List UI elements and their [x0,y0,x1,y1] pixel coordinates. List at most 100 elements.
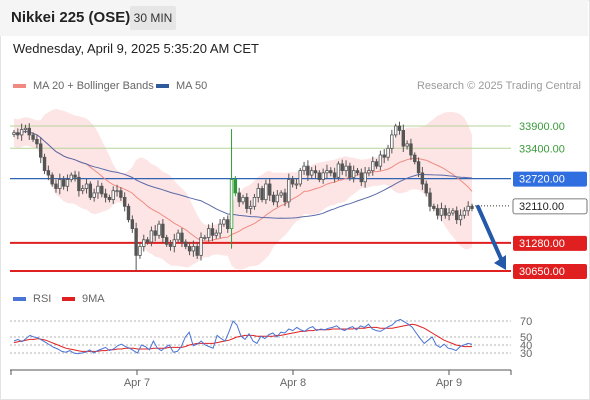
candle-75 [298,167,302,187]
candle-body-46 [187,246,192,252]
candle-45 [184,239,188,250]
chart-datetime: Wednesday, April 9, 2025 5:35:20 AM CET [13,41,259,56]
candle-body-17 [77,176,81,192]
candle-body-113 [443,208,447,216]
candle-body-114 [447,212,451,216]
candle-body-87 [344,165,348,172]
timeframe-button[interactable]: 30 MIN [130,6,176,30]
candle-body-80 [317,172,322,180]
candle-body-100 [393,125,398,136]
candle-99 [390,129,394,154]
moving-averages-layer [13,130,473,242]
rsi-legend-label: RSI [33,293,52,305]
candle-body-24 [103,193,108,198]
candle-body-38 [157,223,161,236]
candle-body-23 [100,185,104,195]
candle-49 [199,232,203,261]
candle-23 [100,182,104,198]
candle-27 [115,184,119,197]
candle-body-22 [96,185,100,194]
candle-body-51 [206,228,211,238]
candle-body-117 [458,214,463,221]
ma50-legend-label: MA 50 [176,80,208,92]
candle-body-67 [268,183,272,196]
candle-body-4 [27,127,31,136]
candle-body-71 [283,192,287,203]
candle-98 [386,144,390,161]
candle-body-19 [84,183,89,189]
candle-body-56 [226,219,230,230]
candle-body-73 [290,179,295,185]
candle-body-90 [355,170,360,174]
candle-33 [138,242,142,259]
candle-104 [409,138,413,161]
candle-28 [119,187,123,201]
candle-16 [73,170,77,182]
ma9-swatch [62,297,75,301]
candle-29 [122,192,127,212]
candle-body-83 [329,170,333,174]
candle-20 [88,181,93,201]
candle-84 [332,167,337,183]
candle-body-64 [256,188,260,198]
candle-1 [16,128,20,140]
candle-body-10 [50,174,54,185]
candle-body-96 [378,154,383,167]
candle-body-55 [222,219,226,225]
candle-97 [382,149,386,164]
candle-5 [31,132,35,143]
level-label-bg-support-1 [513,235,587,251]
candle-46 [187,242,192,256]
candle-body-54 [218,223,222,234]
level-label-support-1: 31280.00 [513,235,587,251]
candle-body-49 [199,237,203,256]
candle-51 [206,224,211,242]
candle-body-33 [138,246,142,256]
candle-95 [374,159,379,169]
candle-70 [279,190,283,198]
candle-body-9 [46,170,51,176]
candle-7 [39,137,43,164]
candle-60 [241,194,245,205]
candle-101 [397,121,402,135]
candle-body-11 [54,183,58,189]
candle-body-48 [195,246,199,256]
candle-body-2 [19,129,24,136]
candle-3 [23,124,28,134]
candle-body-88 [348,165,352,178]
ma9-legend-label: 9MA [82,293,105,305]
candle-58 [233,176,238,197]
instrument-title: Nikkei 225 (OSE) [11,9,131,26]
candle-15 [69,172,73,183]
candle-body-110 [432,205,436,209]
candle-31 [130,215,135,233]
candle-90 [355,167,360,176]
candle-body-14 [65,179,70,187]
candle-36 [149,226,154,247]
candle-17 [77,171,81,197]
candle-body-36 [149,230,154,243]
candle-body-21 [92,192,96,198]
candle-body-120 [470,205,474,209]
candle-body-52 [210,228,215,236]
candle-body-95 [374,161,379,167]
candle-77 [306,160,310,181]
candle-body-86 [340,163,344,172]
candle-body-106 [416,161,421,174]
candle-4 [27,123,31,141]
candle-body-76 [302,165,306,172]
candle-body-32 [134,228,138,256]
research-credit: Research © 2025 Trading Central [416,80,581,92]
candle-34 [142,234,146,252]
candle-body-40 [164,237,169,245]
candle-61 [245,193,249,213]
candle-107 [420,166,425,190]
candles-layer [12,121,474,271]
candle-body-39 [161,223,165,238]
candle-43 [176,229,180,244]
candle-body-1 [16,132,20,136]
forecast-arrow-head [494,255,506,270]
candle-52 [210,222,215,242]
candle-37 [153,224,157,242]
chart-header: Nikkei 225 (OSE) 30 MIN [0,0,588,36]
